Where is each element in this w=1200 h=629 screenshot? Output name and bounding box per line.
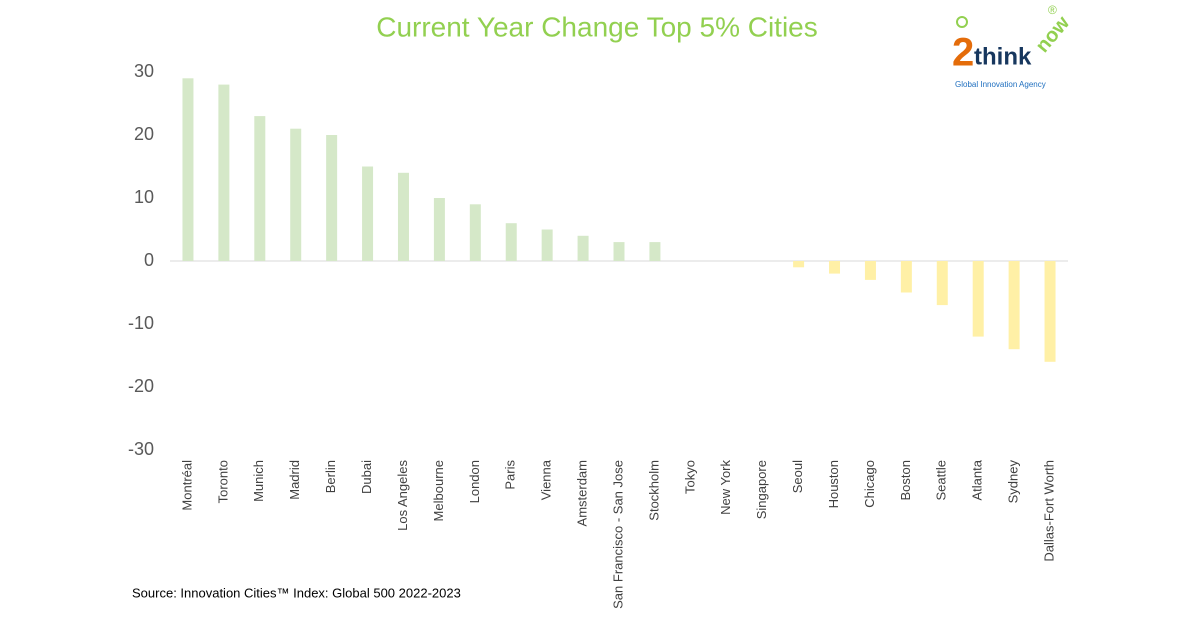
- y-tick-label: -20: [128, 376, 154, 396]
- x-tick-label: Vienna: [539, 459, 554, 500]
- x-tick-label: Montréal: [179, 460, 194, 511]
- x-tick-label: San Francisco - San Jose: [610, 460, 625, 609]
- bar: [793, 261, 805, 268]
- x-tick-label: Amsterdam: [575, 460, 590, 526]
- x-tick-label: Singapore: [754, 460, 769, 519]
- x-tick-label: New York: [718, 460, 733, 515]
- x-tick-label: Atlanta: [970, 459, 985, 500]
- x-tick-label: Boston: [898, 460, 913, 500]
- x-tick-label: Seattle: [934, 460, 949, 500]
- bar: [972, 261, 984, 337]
- x-tick-label: Tokyo: [682, 460, 697, 494]
- bar: [254, 116, 266, 261]
- x-tick-label: Stockholm: [646, 460, 661, 521]
- x-tick-label: Seoul: [790, 460, 805, 493]
- x-tick-label: Chicago: [862, 460, 877, 508]
- y-tick-label: 30: [134, 61, 154, 81]
- bar: [900, 261, 912, 293]
- logo-two: 2: [952, 31, 974, 75]
- x-tick-label: Dallas-Fort Worth: [1041, 460, 1056, 562]
- bar: [182, 78, 194, 261]
- logo-now: now: [1032, 12, 1075, 57]
- x-tick-label: Sydney: [1006, 460, 1021, 504]
- bar: [505, 223, 517, 261]
- logo: 2 think now ® Global Innovation Agency: [952, 3, 1074, 89]
- bar: [326, 135, 338, 261]
- bar: [290, 128, 302, 261]
- bar: [864, 261, 876, 280]
- chart-title: Current Year Change Top 5% Cities: [376, 11, 818, 42]
- y-tick-label: -30: [128, 439, 154, 459]
- bar: [469, 204, 481, 261]
- x-tick-label: Melbourne: [431, 460, 446, 521]
- bar: [397, 172, 409, 261]
- y-tick-label: 20: [134, 124, 154, 144]
- x-tick-label: London: [467, 460, 482, 503]
- y-tick-label: -10: [128, 313, 154, 333]
- bar: [541, 229, 553, 261]
- bar: [218, 84, 230, 261]
- x-tick-label: Madrid: [287, 460, 302, 500]
- logo-tagline: Global Innovation Agency: [955, 80, 1046, 89]
- logo-registered: ®: [1048, 3, 1057, 17]
- bar: [1008, 261, 1020, 350]
- logo-think: think: [974, 43, 1032, 70]
- logo-ring: [956, 16, 968, 28]
- x-tick-label: Houston: [826, 460, 841, 508]
- x-tick-label: Munich: [251, 460, 266, 502]
- x-tick-label: Paris: [503, 460, 518, 490]
- x-tick-label: Los Angeles: [395, 460, 410, 531]
- bar: [577, 235, 589, 261]
- bar: [433, 198, 445, 261]
- bar: [1044, 261, 1056, 362]
- bar: [362, 166, 374, 261]
- x-tick-label: Dubai: [359, 460, 374, 494]
- x-tick-label: Toronto: [215, 460, 230, 503]
- bar: [613, 242, 625, 261]
- bar: [936, 261, 948, 306]
- y-tick-label: 10: [134, 187, 154, 207]
- bar: [829, 261, 841, 274]
- x-tick-label: Berlin: [323, 460, 338, 493]
- source-note: Source: Innovation Cities™ Index: Global…: [132, 585, 461, 600]
- bar: [649, 242, 661, 261]
- y-tick-label: 0: [144, 250, 154, 270]
